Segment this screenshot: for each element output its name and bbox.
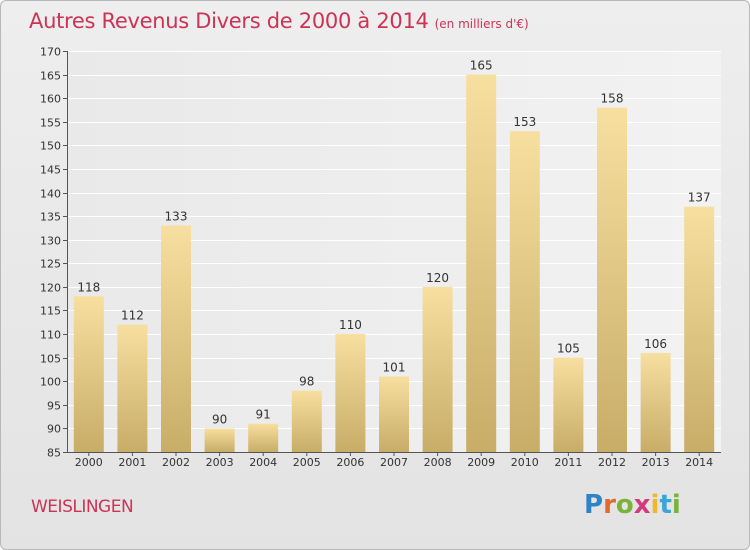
value-label: 106 xyxy=(644,337,667,351)
y-tick-label: 95 xyxy=(47,400,61,413)
x-tick-label: 2001 xyxy=(118,456,146,469)
y-tick-label: 105 xyxy=(40,353,61,366)
value-label: 91 xyxy=(256,408,271,422)
bar xyxy=(161,225,191,452)
bars xyxy=(73,74,715,453)
chart-subtitle: (en milliers d'€) xyxy=(434,17,529,31)
y-tick-label: 170 xyxy=(40,46,61,59)
chart-title-text: Autres Revenus Divers de 2000 à 2014 xyxy=(29,9,429,33)
x-tick-label: 2011 xyxy=(554,456,582,469)
value-label: 133 xyxy=(165,210,188,224)
value-label: 105 xyxy=(557,342,580,356)
logo-letter: i xyxy=(671,490,681,520)
labels: 85 90 95 100 105 110 115 120 125 130 135 140 145 150 1… xyxy=(40,46,713,470)
x-tick-label: 2003 xyxy=(206,456,234,469)
proxiti-logo: Proxiti xyxy=(584,490,681,520)
value-label: 158 xyxy=(601,92,624,106)
commune-name: WEISLINGEN xyxy=(31,497,134,517)
x-tick-label: 2009 xyxy=(467,456,495,469)
x-tick-label: 2000 xyxy=(75,456,103,469)
logo-letter: o xyxy=(615,490,634,520)
y-tick-label: 150 xyxy=(40,140,61,153)
x-tick-label: 2005 xyxy=(293,456,321,469)
y-tick-label: 115 xyxy=(40,305,61,318)
bar xyxy=(248,423,279,452)
x-tick-label: 2004 xyxy=(249,456,277,469)
logo-letter: r xyxy=(603,490,616,520)
y-tick-label: 90 xyxy=(47,423,61,436)
value-label: 101 xyxy=(383,361,406,375)
bar xyxy=(466,74,497,453)
logo-letter: t xyxy=(659,490,672,520)
x-tick-label: 2010 xyxy=(511,456,539,469)
x-tick-label: 2012 xyxy=(598,456,626,469)
bar xyxy=(291,390,322,452)
y-tick-label: 85 xyxy=(47,447,61,460)
value-label: 112 xyxy=(121,309,144,323)
x-tick-label: 2008 xyxy=(424,456,452,469)
y-tick-label: 120 xyxy=(40,282,61,295)
value-label: 118 xyxy=(77,280,100,294)
bar xyxy=(684,206,715,452)
y-tick-label: 165 xyxy=(40,70,61,83)
bar xyxy=(73,296,104,452)
bar xyxy=(422,286,453,452)
y-tick-label: 160 xyxy=(40,93,61,106)
y-tick-label: 140 xyxy=(40,188,61,201)
bar xyxy=(335,334,366,452)
value-label: 120 xyxy=(426,271,449,285)
x-tick-label: 2007 xyxy=(380,456,408,469)
bar xyxy=(640,352,671,452)
axes xyxy=(63,51,721,456)
x-tick-label: 2006 xyxy=(336,456,364,469)
value-label: 110 xyxy=(339,318,362,332)
y-tick-label: 135 xyxy=(40,211,61,224)
chart-title: Autres Revenus Divers de 2000 à 2014 (en … xyxy=(29,9,529,33)
y-tick-label: 110 xyxy=(40,329,61,342)
bar xyxy=(553,357,584,452)
bar xyxy=(204,428,235,452)
y-tick-label: 155 xyxy=(40,117,61,130)
value-label: 165 xyxy=(470,59,493,73)
y-tick-label: 100 xyxy=(40,376,61,389)
logo-letter: P xyxy=(584,490,604,520)
bar xyxy=(117,324,148,452)
value-label: 137 xyxy=(688,191,711,205)
y-tick-label: 145 xyxy=(40,164,61,177)
x-tick-label: 2002 xyxy=(162,456,190,469)
value-label: 153 xyxy=(513,115,536,129)
x-tick-label: 2013 xyxy=(642,456,670,469)
y-tick-label: 130 xyxy=(40,235,61,248)
y-tick-label: 125 xyxy=(40,258,61,271)
bar xyxy=(379,376,409,452)
value-label: 90 xyxy=(212,412,227,426)
bar xyxy=(509,131,540,452)
bar xyxy=(597,107,627,453)
logo-letter: x xyxy=(633,490,651,520)
logo-letter: i xyxy=(650,490,660,520)
x-tick-label: 2014 xyxy=(685,456,713,469)
value-label: 98 xyxy=(299,375,314,389)
